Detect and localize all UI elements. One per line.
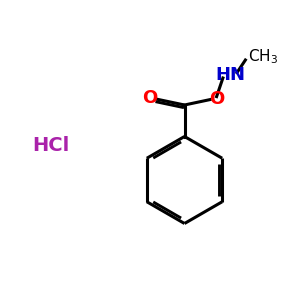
- Text: HN: HN: [215, 66, 245, 84]
- Text: O: O: [142, 89, 157, 107]
- Text: HCl: HCl: [32, 136, 70, 155]
- Text: CH$_3$: CH$_3$: [248, 48, 278, 66]
- Text: O: O: [209, 90, 224, 108]
